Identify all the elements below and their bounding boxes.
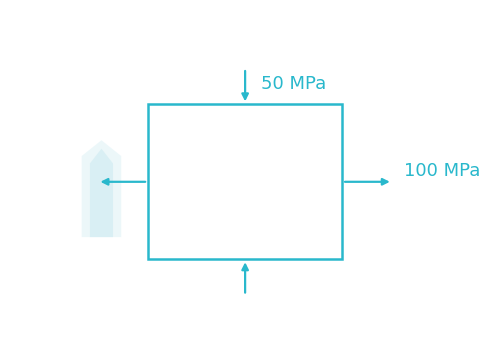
Polygon shape xyxy=(90,149,113,237)
Text: 100 MPa: 100 MPa xyxy=(404,162,480,180)
Bar xyxy=(148,104,342,260)
Text: 50 MPa: 50 MPa xyxy=(261,75,326,93)
Polygon shape xyxy=(82,140,121,237)
Text: testbook: testbook xyxy=(214,175,323,199)
